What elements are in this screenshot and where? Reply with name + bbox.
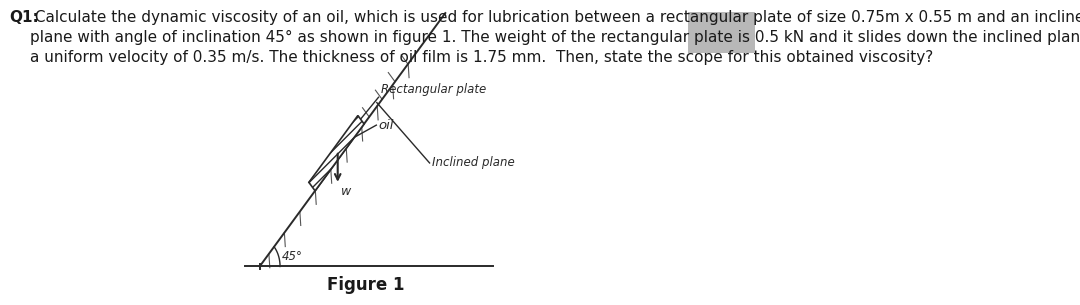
Text: w: w: [341, 185, 352, 198]
Polygon shape: [309, 116, 364, 191]
Text: Rectangular plate: Rectangular plate: [381, 83, 486, 96]
Text: Inclined plane: Inclined plane: [432, 156, 514, 170]
Text: Calculate the dynamic viscosity of an oil, which is used for lubrication between: Calculate the dynamic viscosity of an oi…: [30, 10, 1080, 66]
Bar: [688, 12, 755, 53]
Text: Figure 1: Figure 1: [326, 276, 404, 294]
Text: 45°: 45°: [282, 250, 302, 264]
Text: Q1:: Q1:: [10, 10, 39, 25]
Text: oil: oil: [378, 119, 394, 132]
